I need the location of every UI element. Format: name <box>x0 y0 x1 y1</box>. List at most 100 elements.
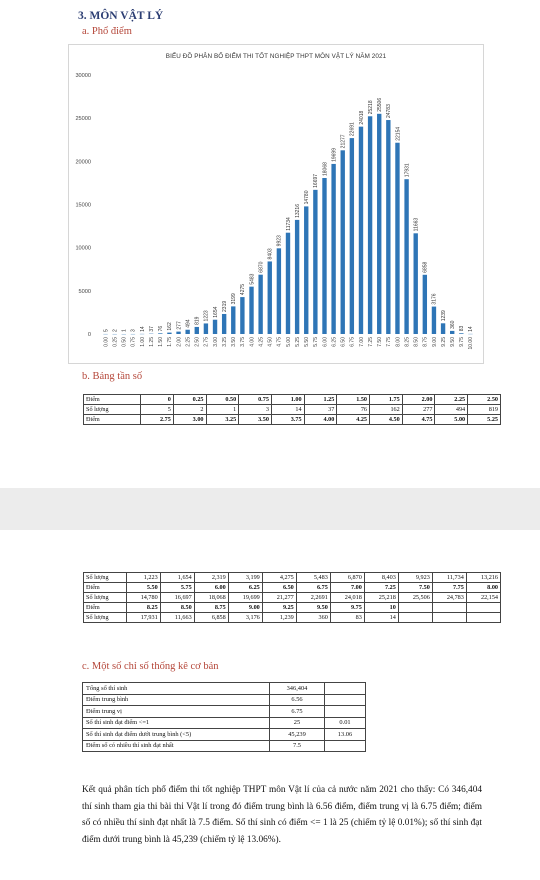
data-label: 11663 <box>414 218 420 232</box>
table-cell: 1,223 <box>125 572 161 583</box>
table-cell: 360 <box>295 612 331 623</box>
x-tick-label: 3.25 <box>222 337 228 347</box>
table-cell: 7.75 <box>431 582 467 593</box>
table-cell: 2,319 <box>193 572 229 583</box>
x-tick-label: 9.00 <box>432 337 438 347</box>
table-cell: 4.75 <box>401 414 436 425</box>
data-label: 5483 <box>249 273 255 284</box>
table-cell: 494 <box>434 404 469 415</box>
stat-percent: 0.01 <box>324 716 366 729</box>
table-row: Số lượng 1,223 1,654 2,319 3,199 4,275 5,483 6,… <box>83 572 502 583</box>
stat-label: Điểm số có nhiều thí sinh đạt nhất <box>82 739 270 752</box>
frequency-table-2: Số lượng 1,223 1,654 2,319 3,199 4,275 5,483 6,… <box>83 572 502 623</box>
bar <box>313 189 318 334</box>
x-tick-label: 7.75 <box>386 337 392 347</box>
table-cell: 2,2691 <box>295 592 331 603</box>
x-tick-label: 0.25 <box>112 337 118 347</box>
table-cell: 83 <box>329 612 365 623</box>
x-tick-label: 8.00 <box>395 337 401 347</box>
x-tick-label: 7.00 <box>359 337 365 347</box>
row-label: Số lượng <box>82 404 142 415</box>
x-tick-label: 1.50 <box>158 337 164 347</box>
bar <box>386 120 391 334</box>
table-cell: 6.25 <box>227 582 263 593</box>
data-label: 21277 <box>341 134 347 148</box>
table-cell: 22,154 <box>465 592 502 603</box>
data-label: 3199 <box>231 293 237 304</box>
data-label: 360 <box>450 320 456 329</box>
row-label: Điểm <box>83 582 127 593</box>
page-separator <box>0 488 540 530</box>
subsection-a-heading: a. Phổ điểm <box>82 26 132 37</box>
table-cell: 4.25 <box>336 414 371 425</box>
table-cell: 1,654 <box>159 572 195 583</box>
table-cell: 7.25 <box>363 582 399 593</box>
bar <box>221 313 227 334</box>
x-tick-label: 8.25 <box>404 337 410 347</box>
data-label: 2 <box>112 329 118 332</box>
x-tick-label: 4.75 <box>277 337 283 347</box>
bar <box>158 333 163 334</box>
table-cell: 1.25 <box>303 394 338 405</box>
data-label: 19699 <box>331 148 337 162</box>
bar <box>203 323 209 334</box>
bar <box>377 113 382 334</box>
document-page-2: Số lượng 1,223 1,654 2,319 3,199 4,275 5,483 6,… <box>0 530 540 880</box>
table-cell: 1,239 <box>261 612 297 623</box>
x-tick-label: 3.00 <box>213 337 219 347</box>
table-cell <box>431 612 467 623</box>
table-row: Số lượng 17,931 11,663 6,858 3,176 1,239 360 83… <box>83 612 502 623</box>
frequency-table-1: Điểm 0 0.25 0.50 0.75 1.00 1.25 1.50 1.75 2.00 2.2… <box>82 394 501 425</box>
y-tick-label: 5000 <box>79 289 91 295</box>
stat-row: Số thí sinh đạt điểm dưới trung bình (<5… <box>82 728 366 741</box>
x-tick-label: 3.75 <box>240 337 246 347</box>
table-cell: 19,699 <box>227 592 263 603</box>
table-cell: 13,216 <box>465 572 502 583</box>
x-tick-label: 2.00 <box>176 337 182 347</box>
stat-percent <box>324 705 366 718</box>
table-cell: 4.50 <box>369 414 403 425</box>
stat-value: 6.56 <box>269 693 325 706</box>
x-tick-label: 3.50 <box>231 337 237 347</box>
bar <box>167 332 172 334</box>
table-cell: 5 <box>140 404 174 415</box>
data-label: 9923 <box>277 235 283 246</box>
data-label: 83 <box>459 325 465 331</box>
bar <box>367 116 373 334</box>
x-tick-label: 2.50 <box>195 337 201 347</box>
stat-row: Số thí sinh đạt điểm <=1 25 0.01 <box>82 716 366 729</box>
table-cell: 3.75 <box>270 414 305 425</box>
bar <box>459 333 464 334</box>
table-cell: 6.75 <box>295 582 331 593</box>
x-tick-label: 1.25 <box>149 337 155 347</box>
row-label: Điểm <box>82 394 142 405</box>
bar <box>176 331 181 334</box>
bar <box>240 297 245 334</box>
table-cell: 25,506 <box>397 592 433 603</box>
table-cell: 6.00 <box>193 582 229 593</box>
data-label: 17931 <box>404 163 410 177</box>
table-cell: 6,870 <box>329 572 365 583</box>
table-row: Điểm 0 0.25 0.50 0.75 1.00 1.25 1.50 1.75 2.00 2.2… <box>82 394 501 405</box>
row-label: Số lượng <box>83 572 127 583</box>
y-tick-label: 25000 <box>75 116 91 122</box>
data-label: 76 <box>158 326 164 332</box>
data-label: 14 <box>140 326 146 332</box>
chart-svg: 0 5000 10000 15000 20000 25000 30000 5 0.00 2 0.25… <box>75 73 474 350</box>
table-cell: 3,176 <box>227 612 263 623</box>
x-tick-label: 9.25 <box>441 337 447 347</box>
data-label: 5 <box>103 329 109 332</box>
x-tick-label: 1.75 <box>167 337 173 347</box>
bar <box>395 142 400 334</box>
table-cell: 14,780 <box>125 592 161 603</box>
bar <box>331 163 336 334</box>
table-cell: 25,218 <box>363 592 399 603</box>
x-tick-label: 2.75 <box>204 337 210 347</box>
y-tick-label: 0 <box>88 332 91 338</box>
statistics-table: Tổng số thí sinh 346,404 Điểm trung bình 6.… <box>82 682 366 752</box>
table-cell: 24,018 <box>329 592 365 603</box>
table-cell: 6.50 <box>261 582 297 593</box>
table-cell: 3.25 <box>205 414 240 425</box>
table-cell: 14 <box>270 404 305 415</box>
chart-title: BIỂU ĐỒ PHÂN BỐ ĐIỂM THI TỐT NGHIỆP THPT… <box>165 53 387 60</box>
